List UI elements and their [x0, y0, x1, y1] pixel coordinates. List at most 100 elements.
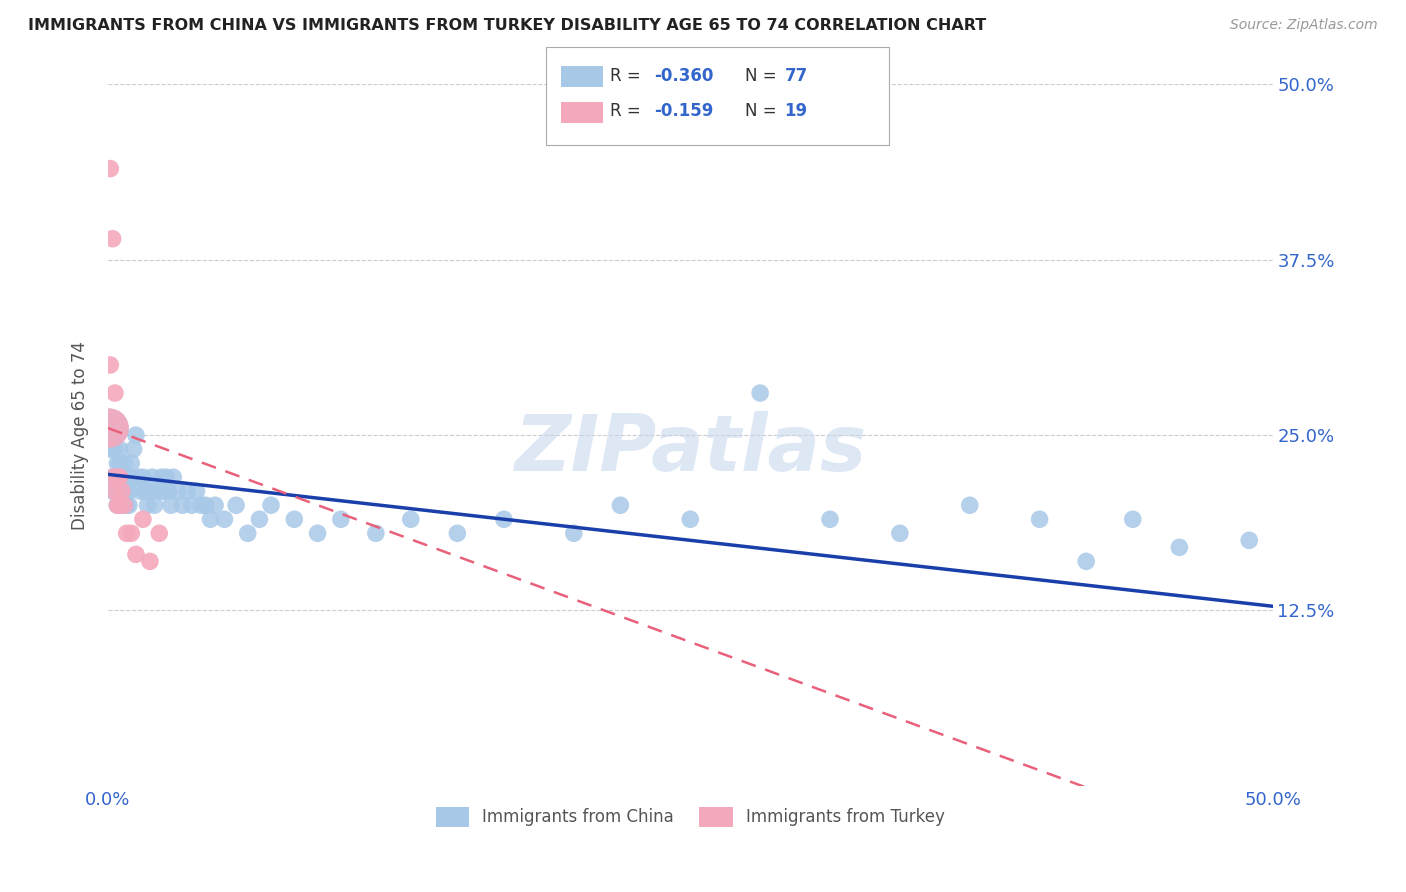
Point — [260, 498, 283, 512]
Point — [180, 498, 202, 512]
Point — [118, 484, 141, 499]
Point — [112, 498, 135, 512]
Point — [111, 470, 134, 484]
Point — [125, 547, 148, 561]
Point — [105, 470, 128, 484]
Point — [104, 484, 127, 499]
Point — [139, 554, 162, 568]
Point — [98, 442, 121, 457]
Point — [399, 512, 422, 526]
Point — [214, 512, 236, 526]
Point — [176, 484, 198, 499]
Point — [112, 484, 135, 499]
Point — [1028, 512, 1050, 526]
Point — [104, 442, 127, 457]
Point — [818, 512, 841, 526]
Text: 19: 19 — [785, 103, 807, 120]
Point — [112, 470, 135, 484]
Point — [139, 484, 162, 499]
Point — [153, 484, 176, 499]
Point — [749, 386, 772, 401]
Text: N =: N = — [745, 67, 782, 85]
Point — [492, 512, 515, 526]
Point — [104, 484, 127, 499]
Point — [120, 526, 142, 541]
Point — [115, 470, 138, 484]
Point — [200, 512, 222, 526]
Point — [186, 484, 208, 499]
Point — [162, 470, 184, 484]
Point — [101, 470, 124, 484]
Point — [141, 470, 163, 484]
Point — [105, 456, 128, 470]
Point — [148, 484, 170, 499]
Point — [247, 512, 270, 526]
Point — [108, 442, 131, 457]
Point — [129, 484, 152, 499]
Text: IMMIGRANTS FROM CHINA VS IMMIGRANTS FROM TURKEY DISABILITY AGE 65 TO 74 CORRELAT: IMMIGRANTS FROM CHINA VS IMMIGRANTS FROM… — [28, 18, 987, 33]
Text: -0.360: -0.360 — [654, 67, 713, 85]
Point — [143, 498, 166, 512]
Point — [132, 470, 155, 484]
Text: 77: 77 — [785, 67, 808, 85]
Point — [283, 512, 305, 526]
Point — [167, 484, 190, 499]
Point — [172, 498, 194, 512]
Point — [132, 512, 155, 526]
Point — [111, 484, 134, 499]
Point — [108, 484, 131, 499]
Text: Source: ZipAtlas.com: Source: ZipAtlas.com — [1230, 18, 1378, 32]
Point — [204, 498, 226, 512]
Point — [115, 484, 138, 499]
Point — [118, 498, 141, 512]
Y-axis label: Disability Age 65 to 74: Disability Age 65 to 74 — [72, 341, 89, 530]
Text: N =: N = — [745, 103, 782, 120]
Point — [120, 470, 142, 484]
Point — [446, 526, 468, 541]
Point — [236, 526, 259, 541]
Point — [115, 526, 138, 541]
Point — [150, 470, 173, 484]
Point — [959, 498, 981, 512]
Point — [101, 232, 124, 246]
Point — [679, 512, 702, 526]
Point — [307, 526, 329, 541]
Point — [155, 470, 177, 484]
Text: ZIPatlas: ZIPatlas — [515, 411, 866, 487]
Point — [562, 526, 585, 541]
Point — [122, 442, 145, 457]
Text: R =: R = — [610, 67, 647, 85]
Point — [112, 456, 135, 470]
Point — [329, 512, 352, 526]
Point — [1239, 533, 1261, 548]
Point — [108, 498, 131, 512]
Point — [609, 498, 631, 512]
Point — [190, 498, 212, 512]
Point — [889, 526, 911, 541]
Point — [160, 498, 183, 512]
Point — [1168, 541, 1191, 555]
Point — [125, 428, 148, 442]
Point — [98, 358, 121, 372]
Point — [111, 484, 134, 499]
Point — [101, 470, 124, 484]
Point — [115, 498, 138, 512]
Point — [225, 498, 247, 512]
Text: -0.159: -0.159 — [654, 103, 713, 120]
Point — [111, 498, 134, 512]
Point — [120, 456, 142, 470]
Point — [108, 498, 131, 512]
Point — [134, 484, 156, 499]
Point — [98, 421, 121, 435]
Point — [157, 484, 180, 499]
Point — [105, 470, 128, 484]
Point — [105, 498, 128, 512]
Point — [98, 421, 121, 435]
Point — [108, 470, 131, 484]
Point — [104, 470, 127, 484]
Legend: Immigrants from China, Immigrants from Turkey: Immigrants from China, Immigrants from T… — [429, 800, 952, 833]
Point — [136, 498, 159, 512]
Point — [1076, 554, 1098, 568]
Point — [194, 498, 217, 512]
Point — [148, 526, 170, 541]
